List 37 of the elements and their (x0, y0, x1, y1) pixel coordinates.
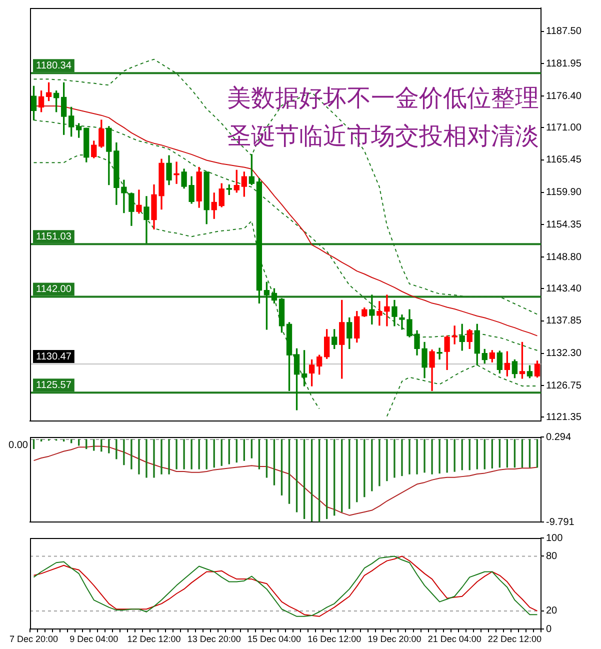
y-tick-label: 1132.30 (546, 348, 582, 360)
x-tick-label: 16 Dec 12:00 (308, 634, 362, 644)
line-series (33, 58, 538, 315)
y-tick-label: 1181.95 (546, 58, 582, 70)
y-tick-label: 1159.90 (546, 187, 582, 198)
y-tick-label: 1137.85 (546, 316, 582, 327)
y-tick-label: 1165.45 (546, 154, 582, 166)
ref-line-label: 1180.34 (36, 60, 72, 72)
x-tick-label: 9 Dec 04:00 (70, 634, 118, 644)
y-tick-label: 1187.50 (546, 26, 582, 38)
x-tick-label: 13 Dec 20:00 (187, 634, 241, 644)
y-tick-label: 1143.40 (546, 283, 582, 294)
y-tick-label: 20 (546, 606, 558, 617)
annotation: 美数据好坏不一金价低位整理 (227, 84, 539, 112)
x-tick-label: 19 Dec 20:00 (368, 634, 422, 644)
ref-line-label: 1142.00 (36, 284, 72, 295)
y-tick-label: 100 (546, 532, 564, 544)
x-tick-label: 21 Dec 04:00 (428, 634, 482, 644)
y-tick-label: -9.791 (546, 516, 575, 528)
y-tick-label: 1154.35 (546, 219, 582, 230)
y-tick-label: 1176.40 (546, 90, 582, 102)
y-tick-label: 0 (546, 624, 552, 635)
annotation: 圣诞节临近市场交投相对清淡 (227, 122, 539, 150)
ref-line-label: 1151.03 (36, 231, 72, 242)
y-tick-label: 1148.80 (546, 252, 582, 263)
y-tick-label: 0.294 (546, 432, 572, 443)
y-tick-label: 1126.75 (546, 380, 582, 392)
y-tick-label: 1171.00 (546, 122, 582, 134)
x-tick-label: 7 Dec 20:00 (9, 634, 58, 644)
y-tick-label: 1121.35 (546, 412, 582, 423)
x-tick-label: 22 Dec 12:00 (488, 634, 542, 644)
ref-line-label: 1130.47 (36, 351, 72, 362)
x-tick-label: 12 Dec 12:00 (127, 634, 181, 644)
y-tick-label: 80 (546, 550, 558, 562)
x-tick-label: 15 Dec 04:00 (247, 634, 301, 644)
ref-line-label: 0.00 (8, 440, 28, 452)
ref-line-label: 1125.57 (36, 380, 72, 391)
